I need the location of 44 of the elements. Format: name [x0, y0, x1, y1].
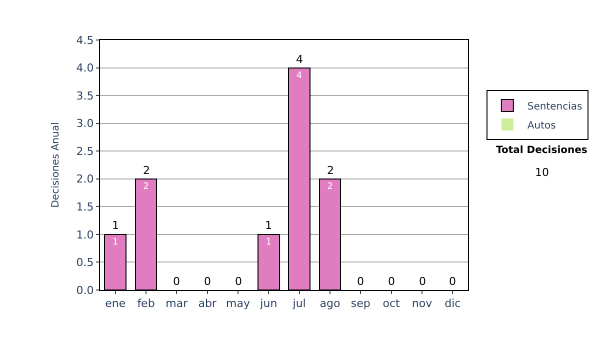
x-tick-label: dic	[444, 297, 461, 310]
x-tick-label: oct	[382, 297, 401, 310]
y-tick-label: 3.5	[76, 89, 94, 102]
total-label: 0	[357, 275, 364, 288]
x-tick-label: feb	[137, 297, 155, 310]
x-tick-label: ene	[105, 297, 126, 310]
text: Total Decisiones	[496, 145, 588, 156]
y-tick-label: 4.0	[76, 62, 94, 75]
total-label: 0	[419, 275, 426, 288]
y-tick-label: 2.0	[76, 172, 94, 186]
total-label: 4	[296, 53, 303, 66]
data-label: 1	[112, 237, 118, 248]
y-axis-title: Decisiones Anual	[50, 122, 62, 208]
total-label: 1	[265, 219, 272, 232]
x-tick-label: mar	[166, 297, 188, 310]
total-label: 2	[327, 164, 334, 177]
y-tick-label: 0.0	[76, 284, 94, 297]
total-label: 0	[449, 275, 456, 288]
data-label: 2	[327, 182, 333, 192]
x-tick-label: abr	[198, 297, 217, 310]
text: 10	[535, 166, 549, 179]
y-tick-label: 0.5	[76, 256, 94, 270]
y-tick-label: 3.0	[76, 117, 94, 130]
legend-label: Autos	[527, 120, 556, 132]
total-label: 0	[235, 275, 242, 288]
total-label: 2	[143, 164, 150, 177]
data-label: 1	[266, 237, 272, 248]
total-label: 0	[204, 275, 211, 288]
x-tick-label: jun	[259, 297, 278, 310]
y-tick-label: 1.5	[76, 200, 94, 214]
x-tick-label: may	[226, 297, 250, 310]
legend-label: Sentencias	[527, 101, 582, 112]
total-label: 1	[112, 219, 119, 232]
total-label: 0	[388, 275, 395, 288]
x-tick-label: jul	[292, 297, 306, 310]
total-label: 0	[173, 275, 180, 288]
x-tick-label: nov	[412, 297, 433, 310]
x-tick-label: sep	[350, 297, 370, 310]
data-label: 4	[296, 70, 302, 81]
y-tick-label: 4.5	[76, 34, 94, 47]
y-tick-label: 2.5	[76, 144, 94, 158]
y-tick-label: 1.0	[76, 228, 94, 242]
x-tick-label: ago	[320, 297, 340, 310]
data-label: 2	[143, 182, 149, 192]
